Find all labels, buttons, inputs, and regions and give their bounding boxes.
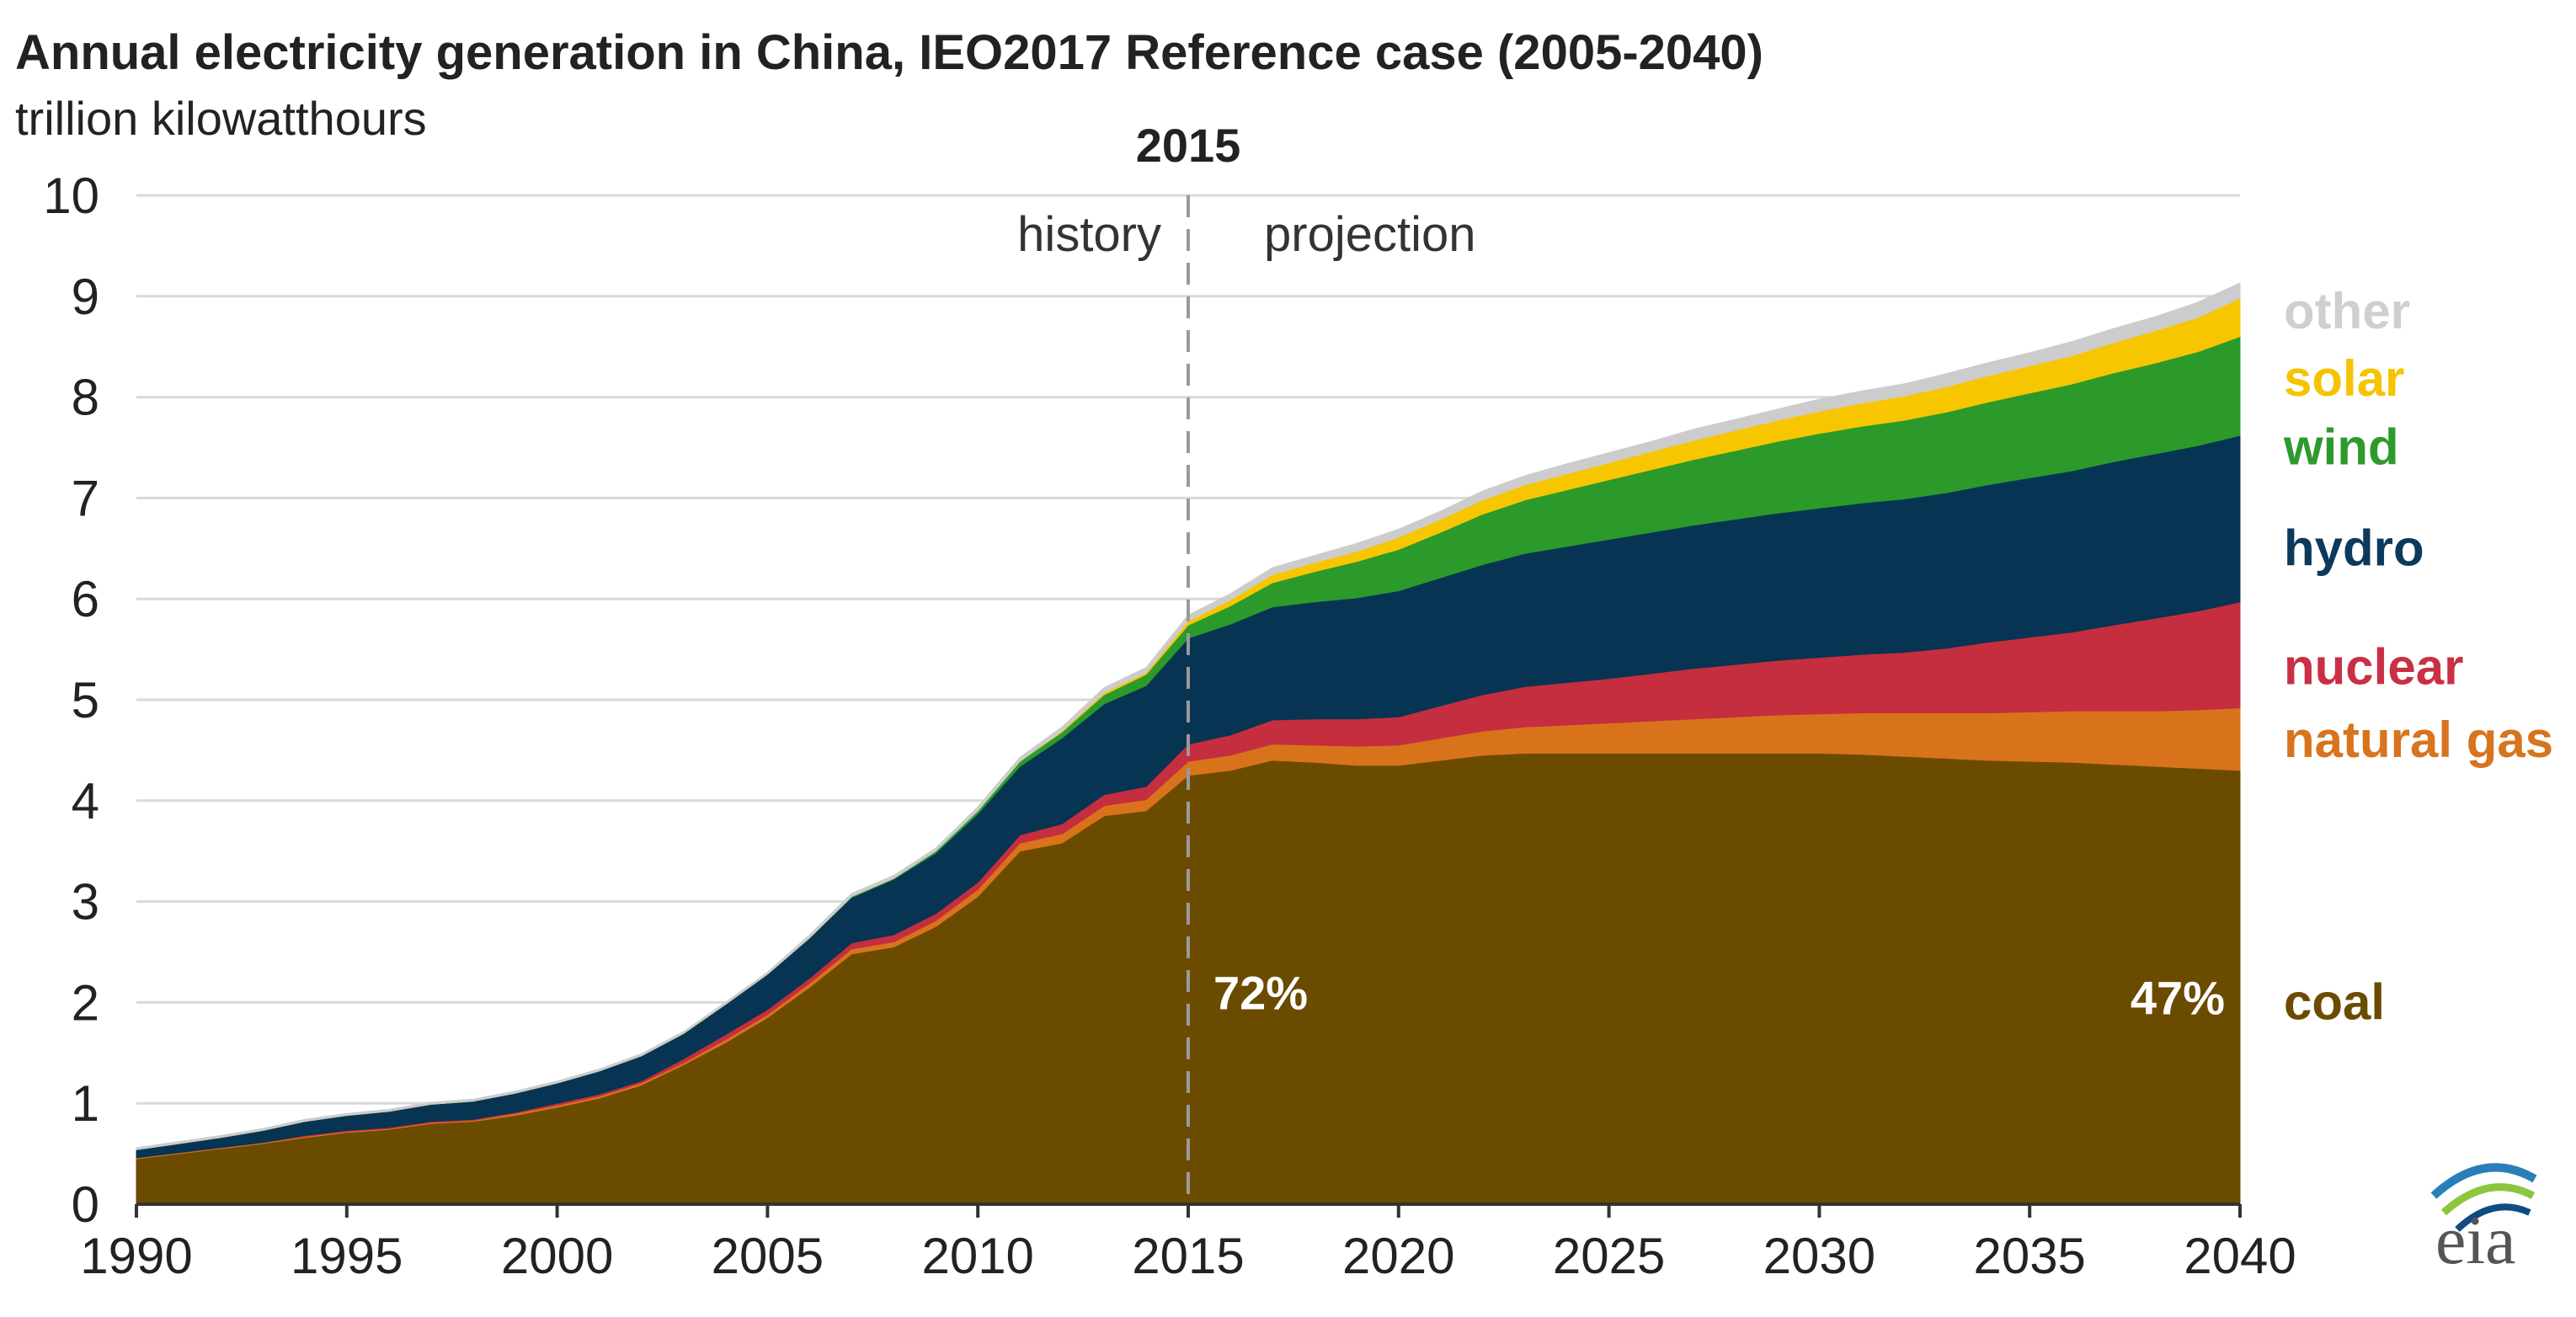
y-tick-label: 9 bbox=[72, 269, 99, 325]
x-tick-label: 2030 bbox=[1763, 1228, 1875, 1284]
y-tick-label: 1 bbox=[72, 1075, 99, 1132]
divider-year-label: 2015 bbox=[1136, 119, 1241, 172]
chart-title: Annual electricity generation in China, … bbox=[15, 25, 1763, 80]
legend-wind: wind bbox=[2283, 419, 2399, 476]
eia-logo-swoosh-icon bbox=[2430, 1163, 2537, 1199]
legend-nuclear: nuclear bbox=[2284, 639, 2463, 696]
x-tick-label: 2010 bbox=[921, 1228, 1033, 1284]
y-tick-label: 4 bbox=[72, 773, 99, 829]
x-tick-label: 2040 bbox=[2184, 1228, 2296, 1284]
legend-hydro: hydro bbox=[2284, 520, 2424, 576]
legend: other solar wind hydro nuclear natural gas coa… bbox=[2283, 283, 2553, 1031]
x-tick-label: 2035 bbox=[1973, 1228, 2085, 1284]
share-annotation: 47% bbox=[2131, 971, 2225, 1024]
area-other bbox=[136, 282, 2241, 1150]
eia-logo-text: eia bbox=[2435, 1202, 2516, 1278]
x-tick-label: 1990 bbox=[80, 1228, 192, 1284]
y-tick-label: 8 bbox=[72, 370, 99, 426]
legend-other: other bbox=[2284, 283, 2410, 339]
x-tick-label: 1995 bbox=[291, 1228, 403, 1284]
x-tick-label: 2020 bbox=[1342, 1228, 1454, 1284]
y-tick-label: 0 bbox=[72, 1176, 99, 1233]
y-tick-label: 7 bbox=[72, 470, 99, 526]
axes: 0 1 2 3 4 5 6 7 8 9 10 1990 1995 2000 2005 2010 2015 2020… bbox=[43, 168, 2296, 1284]
x-tick-label: 2025 bbox=[1553, 1228, 1665, 1284]
eia-logo-swoosh-icon bbox=[2440, 1183, 2536, 1216]
y-axis-label: trillion kilowatthours bbox=[15, 92, 427, 145]
annotations: 2015 history projection 72% 47% bbox=[1017, 119, 2225, 1204]
eia-logo-swoosh-icon bbox=[2455, 1203, 2531, 1232]
x-tick-label: 2015 bbox=[1132, 1228, 1244, 1284]
legend-solar: solar bbox=[2284, 350, 2404, 407]
share-annotation: 72% bbox=[1213, 966, 1308, 1019]
x-tick-label: 2000 bbox=[501, 1228, 613, 1284]
legend-coal: coal bbox=[2284, 973, 2385, 1030]
y-tick-label: 6 bbox=[72, 571, 99, 627]
legend-natural-gas: natural gas bbox=[2284, 712, 2553, 768]
x-tick-label: 2005 bbox=[712, 1228, 824, 1284]
projection-label: projection bbox=[1264, 207, 1475, 262]
history-label: history bbox=[1017, 207, 1161, 262]
y-tick-label: 3 bbox=[72, 874, 99, 930]
y-tick-label: 2 bbox=[72, 974, 99, 1031]
y-tick-label: 10 bbox=[43, 168, 99, 224]
eia-logo: eia bbox=[2430, 1163, 2537, 1278]
y-tick-label: 5 bbox=[72, 672, 99, 728]
